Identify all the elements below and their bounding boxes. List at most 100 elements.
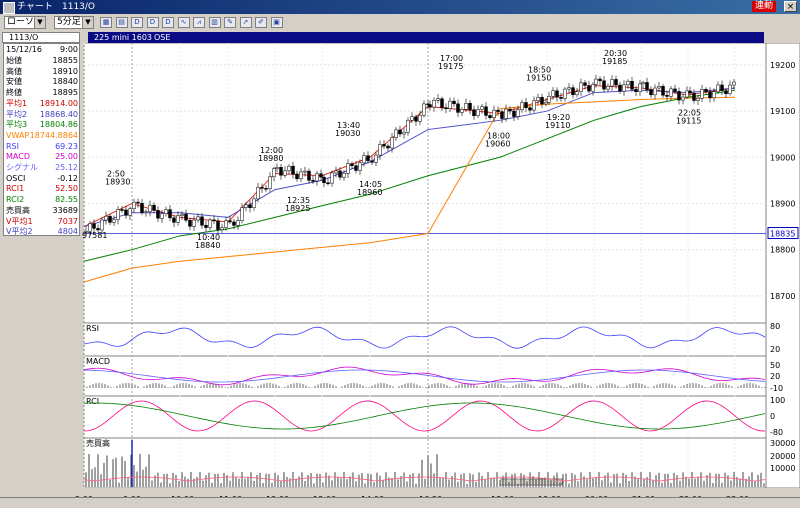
candle-body xyxy=(188,219,192,227)
candle-body xyxy=(448,100,452,109)
cursor-icon[interactable]: ➚ xyxy=(239,17,252,28)
candle-body xyxy=(390,137,394,149)
candle-body xyxy=(440,98,444,108)
legend-label: 安値 xyxy=(6,77,22,87)
candle-body xyxy=(212,219,216,222)
zigzag-icon[interactable]: ⩘ xyxy=(193,17,205,28)
candle-body xyxy=(275,167,279,169)
annotation-time: 13:40 xyxy=(337,121,360,130)
candle-body xyxy=(299,171,303,180)
candle-body xyxy=(685,90,689,98)
series-line-2 xyxy=(83,87,736,228)
candle-body xyxy=(567,87,571,90)
series-line-4 xyxy=(83,96,736,283)
candle-body xyxy=(720,84,724,91)
exchange-name: OSE xyxy=(154,33,171,42)
candle-body xyxy=(614,79,618,86)
candle-body xyxy=(104,215,108,221)
annotation-price: 18980 xyxy=(258,154,283,163)
chart-type-select[interactable]: ローソク ▼ xyxy=(4,16,46,29)
db3-icon[interactable]: D xyxy=(162,17,174,28)
db2-icon[interactable]: D xyxy=(146,17,159,28)
legend-label: 平均3 xyxy=(6,120,28,130)
edit-icon[interactable]: ✐ xyxy=(255,17,267,28)
chevron-down-icon: ▼ xyxy=(34,17,45,28)
panel-bg xyxy=(83,43,767,324)
current-price-box xyxy=(767,227,799,240)
candle-body xyxy=(536,97,540,102)
panel-tick-label: 30000 xyxy=(770,439,795,448)
instrument-name: 225 mini 1603 xyxy=(94,33,153,42)
candle-body xyxy=(516,109,520,117)
chart-area[interactable]: 1920019100190001890018800187002:009:0010… xyxy=(0,43,800,507)
annotation-price: 19185 xyxy=(602,57,627,66)
window-symbol: 1113/O xyxy=(62,2,96,12)
table-icon[interactable]: ▥ xyxy=(208,17,221,28)
candle-body xyxy=(164,209,168,214)
period-select[interactable]: 5分足 ▼ xyxy=(54,16,94,29)
grid-icon[interactable]: ▤ xyxy=(115,17,128,28)
legend-label: RCI2 xyxy=(6,195,25,205)
candle-body xyxy=(362,155,366,164)
candle-body xyxy=(172,217,176,223)
candle-body xyxy=(555,90,559,98)
link-badge[interactable]: 連動 xyxy=(751,1,776,12)
candle-body xyxy=(468,102,472,110)
candle-body xyxy=(394,129,398,138)
candle-body xyxy=(311,180,315,182)
app-icon xyxy=(3,2,15,14)
annotation-time: 10:40 xyxy=(197,233,220,242)
candle-body xyxy=(268,176,272,189)
candle-body xyxy=(156,210,160,219)
candle-body xyxy=(88,223,92,232)
pen-icon[interactable]: ✎ xyxy=(224,17,236,28)
candle-body xyxy=(228,220,232,223)
annotation-price: 19150 xyxy=(526,73,551,82)
annotation-price: 18925 xyxy=(285,204,310,213)
candle-body xyxy=(342,173,346,178)
candle-body xyxy=(456,103,460,113)
legend-row: VWAP 18744.8864 xyxy=(6,130,78,141)
candle-body xyxy=(551,90,555,97)
candle-body xyxy=(92,223,96,229)
legend-value: 7037 xyxy=(57,216,78,226)
candle-body xyxy=(677,91,681,101)
annotation-time: 22:05 xyxy=(678,108,701,117)
candle-body xyxy=(559,96,563,99)
legend-label: RSI xyxy=(6,141,19,151)
candle-body xyxy=(322,176,326,184)
price-tick-label: 19200 xyxy=(770,61,795,70)
panel-tick-label: 50 xyxy=(770,361,780,370)
line-chart-icon[interactable]: ∿ xyxy=(177,17,190,28)
legend-row: V平均2 4804 xyxy=(6,226,78,237)
panel-tick-label: -80 xyxy=(770,428,783,437)
candle-body xyxy=(732,81,736,86)
price-tick-label: 19000 xyxy=(770,153,795,162)
annotation-price: 19030 xyxy=(335,129,360,138)
candle-body xyxy=(414,116,418,122)
db-icon[interactable]: D xyxy=(131,17,143,28)
candle-body xyxy=(346,163,350,174)
candle-body xyxy=(422,103,426,116)
panel-title: RSI xyxy=(86,324,99,333)
candle-body xyxy=(204,224,208,228)
macd-line xyxy=(83,366,766,386)
candle-icon[interactable]: ▦ xyxy=(100,17,112,28)
candle-body xyxy=(524,102,528,108)
legend-value: 18914.00 xyxy=(39,98,78,108)
candle-body xyxy=(144,211,148,214)
candle-body xyxy=(712,91,716,99)
candle-body xyxy=(579,82,583,93)
zoom-icon[interactable]: ▣ xyxy=(270,17,283,28)
status-bar xyxy=(0,497,800,508)
candle-body xyxy=(358,162,362,171)
candle-body xyxy=(460,109,464,113)
panel-tick-label: 10000 xyxy=(770,464,795,473)
close-button[interactable]: × xyxy=(784,1,797,12)
legend-value: 25.12 xyxy=(55,163,78,172)
symbol-field[interactable]: 1113/O xyxy=(2,32,80,43)
annotation-time: 20:30 xyxy=(604,49,627,58)
candle-body xyxy=(480,106,484,110)
candle-body xyxy=(724,90,728,95)
legend-row: V平均1 7037 xyxy=(6,216,78,227)
